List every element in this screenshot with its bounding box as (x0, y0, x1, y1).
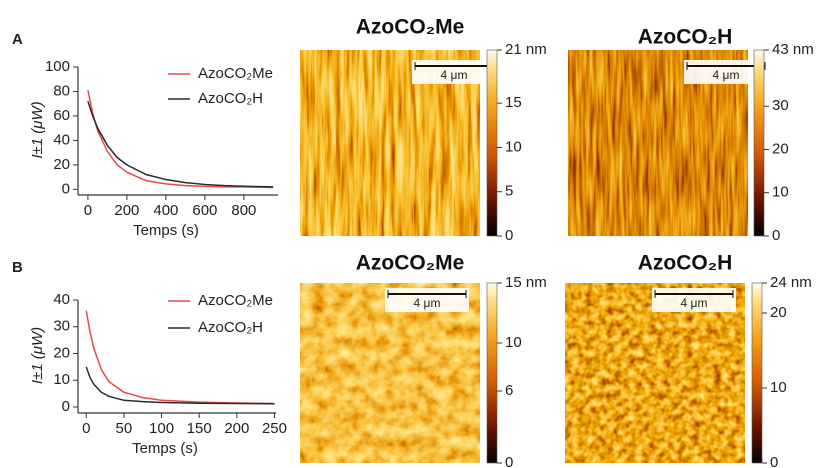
image-title: AzoCO₂Me (356, 252, 465, 275)
y-tick-label: 40 (53, 131, 70, 148)
colorbar-tick-label: 0 (772, 227, 780, 244)
colorbar-tick-label: 10 (770, 379, 787, 396)
afm-image (300, 283, 480, 463)
colorbar-tick-label: 0 (505, 227, 513, 244)
colorbar-tick-label: 21 nm (505, 41, 547, 58)
y-tick-label: 30 (53, 318, 70, 335)
image-title: AzoCO₂H (638, 26, 733, 49)
colorbar (751, 282, 763, 464)
scale-bar-label: 4 μm (713, 68, 740, 82)
colorbar-tick-label: 30 (772, 97, 789, 114)
scale-bar-label: 4 μm (414, 296, 441, 310)
legend-label: AzoCO₂Me (198, 292, 273, 309)
colorbar (486, 49, 498, 237)
colorbar-tick-label: 20 (772, 140, 789, 157)
legend-label: AzoCO₂H (198, 319, 263, 336)
colorbar-tick-label: 10 (505, 334, 522, 351)
colorbar-tick-label: 0 (505, 454, 513, 468)
x-tick-label: 200 (224, 420, 249, 437)
x-tick-label: 150 (187, 420, 212, 437)
x-tick-label: 200 (114, 202, 139, 219)
panel-label: B (12, 259, 23, 276)
colorbar-tick-label: 10 (772, 184, 789, 201)
y-tick-label: 10 (53, 371, 70, 388)
x-tick-label: 600 (192, 202, 217, 219)
x-tick-label: 50 (116, 420, 133, 437)
y-tick-label: 100 (45, 58, 70, 75)
image-title: AzoCO₂H (638, 252, 733, 275)
series-line (87, 101, 274, 188)
y-tick-label: 0 (62, 180, 70, 197)
colorbar (486, 282, 498, 464)
scale-bar-bg (412, 60, 496, 84)
y-tick-label: 40 (53, 291, 70, 308)
legend-label: AzoCO₂H (198, 90, 263, 107)
colorbar-tick-label: 15 (505, 94, 522, 111)
x-tick-label: 100 (149, 420, 174, 437)
x-tick-label: 400 (153, 202, 178, 219)
y-tick-label: 0 (62, 398, 70, 415)
colorbar-tick-label: 43 nm (772, 41, 814, 58)
y-tick-label: 20 (53, 156, 70, 173)
x-tick-label: 250 (262, 420, 287, 437)
panel-label: A (12, 31, 23, 48)
scale-bar-label: 4 μm (441, 68, 468, 82)
y-tick-label: 20 (53, 344, 70, 361)
colorbar-tick-label: 6 (505, 382, 513, 399)
y-axis-label: I±1 (μW) (29, 327, 46, 384)
colorbar-tick-label: 20 (770, 304, 787, 321)
image-title: AzoCO₂Me (356, 16, 465, 39)
x-tick-label: 0 (84, 202, 92, 219)
legend-label: AzoCO₂Me (198, 65, 273, 82)
scale-bar-label: 4 μm (681, 296, 708, 310)
y-tick-label: 60 (53, 107, 70, 124)
series-line (85, 366, 275, 405)
y-axis-label: I±1 (μW) (29, 101, 46, 158)
series-line (85, 310, 275, 405)
y-tick-label: 80 (53, 82, 70, 99)
colorbar-tick-label: 15 nm (505, 274, 547, 291)
scale-bar-bg (652, 288, 736, 312)
x-axis-label: Temps (s) (133, 222, 199, 239)
colorbar-tick-label: 10 (505, 138, 522, 155)
colorbar-tick-label: 0 (770, 454, 778, 468)
colorbar-tick-label: 5 (505, 183, 513, 200)
afm-image (565, 283, 745, 463)
x-axis-label: Temps (s) (132, 440, 198, 457)
x-tick-label: 800 (231, 202, 256, 219)
colorbar-tick-label: 24 nm (770, 274, 812, 291)
colorbar (753, 49, 765, 237)
series-line (87, 90, 274, 189)
x-tick-label: 0 (82, 420, 90, 437)
scale-bar-bg (385, 288, 469, 312)
